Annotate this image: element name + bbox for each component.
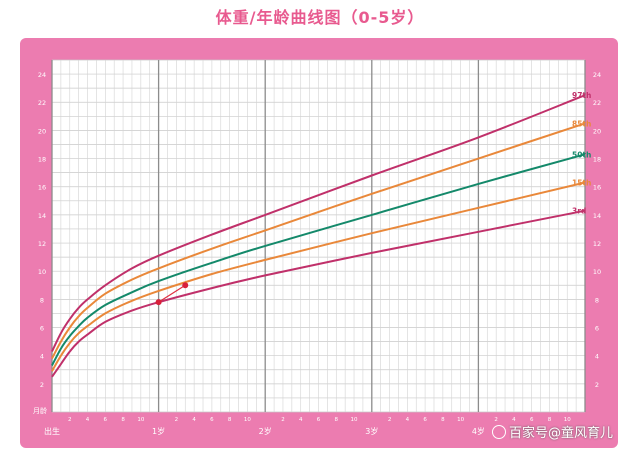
y-tick-label-left: 22 xyxy=(38,99,46,107)
y-tick-label-right: 16 xyxy=(593,184,601,192)
x-tick-label: 2 xyxy=(68,417,72,423)
x-tick-label: 10 xyxy=(564,417,571,423)
series-label-50th: 50th xyxy=(572,150,591,159)
camera-icon xyxy=(492,425,506,439)
y-tick-label-right: 12 xyxy=(593,240,601,248)
measurement-line xyxy=(158,284,186,303)
series-label-85th: 85th xyxy=(572,119,591,128)
y-tick-label-right: 6 xyxy=(595,325,599,333)
y-tick-label-right: 20 xyxy=(593,127,601,135)
y-tick-label-right: 24 xyxy=(593,71,601,79)
measurement-point xyxy=(182,282,189,289)
series-line-50th xyxy=(51,153,586,366)
x-tick-label: 2 xyxy=(281,417,285,423)
series-line-15th xyxy=(51,181,586,372)
y-tick-label-right: 10 xyxy=(593,268,601,276)
y-tick-label-left: 18 xyxy=(38,156,46,164)
x-tick-label: 10 xyxy=(244,417,251,423)
x-major-label: 出生 xyxy=(44,426,60,436)
y-tick-label-left: 16 xyxy=(38,184,46,192)
y-tick-label-left: 12 xyxy=(38,240,46,248)
x-tick-label: 4 xyxy=(86,417,90,423)
x-tick-label: 8 xyxy=(228,417,232,423)
y-tick-label-right: 18 xyxy=(593,156,601,164)
watermark: 百家号@童风育儿 xyxy=(492,422,613,441)
y-tick-label-left: 10 xyxy=(38,268,46,276)
x-tick-label: 2 xyxy=(388,417,392,423)
series-label-15th: 15th xyxy=(572,178,591,187)
y-tick-label-right: 22 xyxy=(593,99,601,107)
y-tick-label-right: 2 xyxy=(595,381,599,389)
x-tick-label: 8 xyxy=(548,417,552,423)
x-major-label: 1岁 xyxy=(152,426,165,436)
x-tick-label: 10 xyxy=(457,417,464,423)
x-major-label: 3岁 xyxy=(365,426,378,436)
series-line-3rd xyxy=(51,209,586,378)
y-tick-label-left: 24 xyxy=(38,71,46,79)
measurement-point xyxy=(155,299,162,306)
chart-title: 体重/年龄曲线图（0-5岁） xyxy=(215,8,425,27)
x-tick-label: 10 xyxy=(137,417,144,423)
x-major-label: 4岁 xyxy=(472,426,485,436)
y-tick-label-right: 14 xyxy=(593,212,601,220)
x-tick-label: 6 xyxy=(423,417,427,423)
series-label-97th: 97th xyxy=(572,91,591,100)
x-tick-label: 4 xyxy=(299,417,303,423)
y-tick-label-left: 8 xyxy=(40,296,44,304)
y-tick-label-left: 4 xyxy=(40,353,44,361)
x-tick-label: 6 xyxy=(530,417,534,423)
x-tick-label: 4 xyxy=(512,417,516,423)
y-tick-label-right: 8 xyxy=(595,296,599,304)
x-tick-label: 4 xyxy=(192,417,196,423)
y-tick-label-left: 2 xyxy=(40,381,44,389)
x-tick-label: 8 xyxy=(441,417,445,423)
x-tick-label: 6 xyxy=(210,417,214,423)
watermark-text: 百家号@童风育儿 xyxy=(509,426,614,441)
y-tick-label-left: 6 xyxy=(40,325,44,333)
x-tick-label: 10 xyxy=(351,417,358,423)
x-tick-label: 6 xyxy=(317,417,321,423)
x-axis-label: 月龄 xyxy=(33,406,47,415)
x-major-label: 2岁 xyxy=(259,426,272,436)
x-tick-label: 6 xyxy=(104,417,108,423)
x-tick-label: 2 xyxy=(175,417,179,423)
x-tick-label: 8 xyxy=(335,417,339,423)
x-tick-label: 4 xyxy=(406,417,410,423)
y-tick-label-right: 4 xyxy=(595,353,599,361)
series-line-85th xyxy=(51,122,586,359)
x-tick-label: 2 xyxy=(494,417,498,423)
series-label-3rd: 3rd xyxy=(572,207,586,216)
y-tick-label-left: 20 xyxy=(38,127,46,135)
x-tick-label: 8 xyxy=(121,417,125,423)
y-tick-label-left: 14 xyxy=(38,212,46,220)
series-line-97th xyxy=(51,94,586,352)
